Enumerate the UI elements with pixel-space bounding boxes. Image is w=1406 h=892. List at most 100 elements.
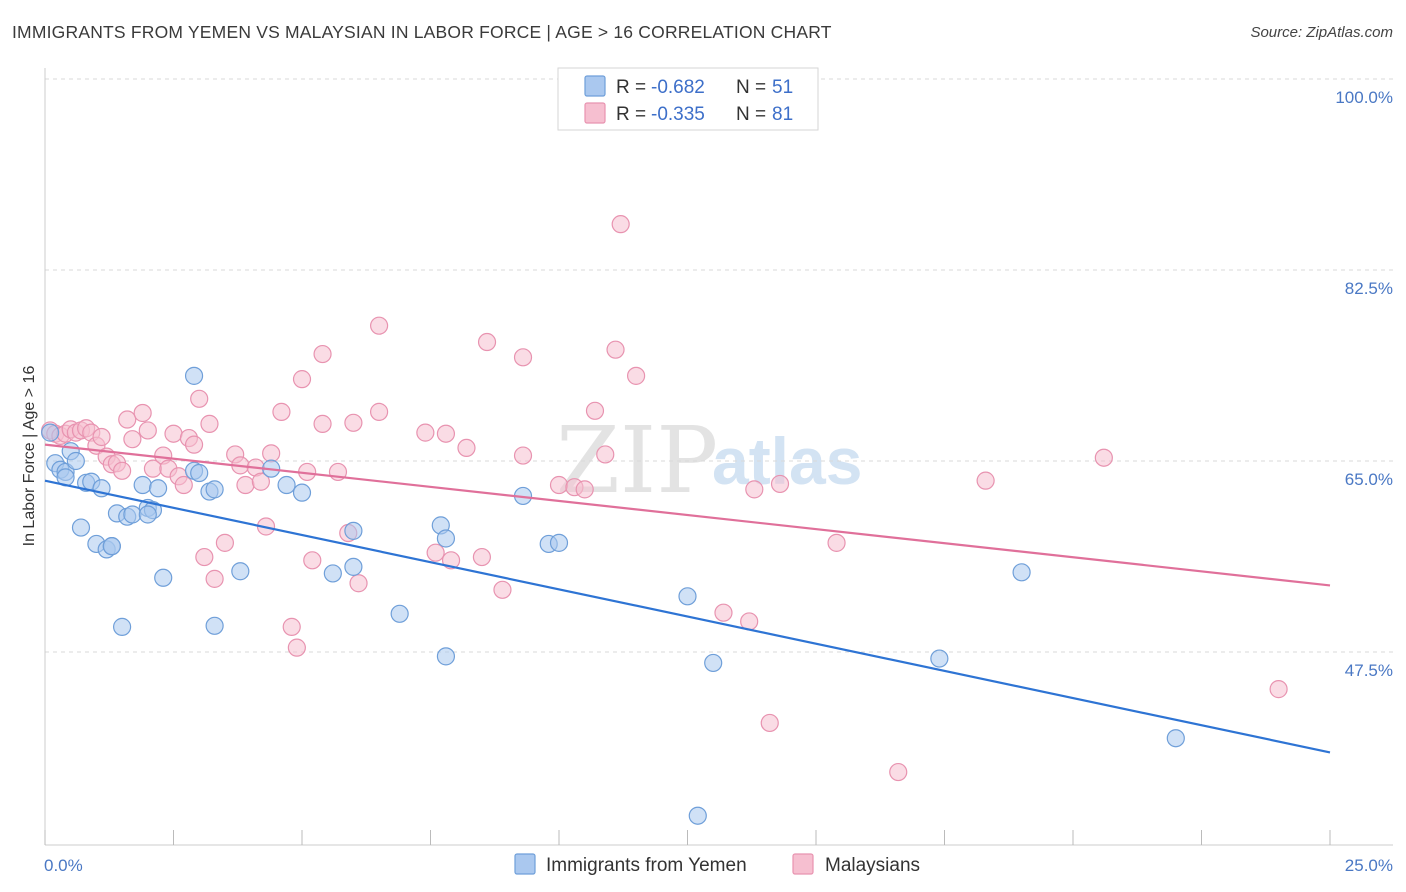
data-point-malaysian	[344, 413, 363, 432]
data-point-malaysian	[585, 401, 605, 420]
data-point-malaysian	[200, 414, 219, 433]
legend-swatch-yemen	[584, 75, 606, 97]
y-tick-label: 47.5%	[1345, 661, 1393, 680]
series-legend-swatch-malaysians	[792, 853, 814, 875]
data-point-yemen	[344, 521, 363, 540]
data-point-malaysian	[174, 475, 193, 495]
data-point-yemen	[205, 480, 224, 499]
data-point-yemen	[231, 562, 250, 581]
trend-line-malaysian	[44, 443, 1331, 587]
data-point-yemen	[436, 529, 456, 548]
data-point-malaysian	[349, 574, 368, 593]
data-point-malaysian	[457, 438, 476, 458]
series-legend: Immigrants from Yemen Malaysians	[514, 853, 920, 876]
data-point-malaysian	[133, 403, 152, 423]
data-point-yemen	[205, 616, 224, 635]
data-point-yemen	[138, 505, 157, 524]
data-point-malaysian	[606, 340, 625, 359]
data-point-malaysian	[123, 430, 142, 449]
data-point-yemen	[930, 649, 949, 668]
data-point-yemen	[154, 568, 173, 587]
data-point-malaysian	[626, 366, 646, 385]
axis-layer	[44, 68, 1393, 846]
chart-title: IMMIGRANTS FROM YEMEN VS MALAYSIAN IN LA…	[12, 22, 832, 42]
data-point-malaysian	[575, 480, 594, 499]
legend-r-label-malaysians: R =	[616, 104, 646, 125]
series-legend-swatch-yemen	[514, 853, 536, 875]
data-point-malaysian	[370, 316, 389, 335]
legend-swatch-malaysians	[584, 102, 606, 124]
data-point-malaysian	[513, 446, 533, 465]
data-point-malaysian	[827, 533, 846, 552]
data-point-malaysian	[112, 461, 132, 480]
data-point-malaysian	[1269, 680, 1288, 699]
data-point-malaysian	[611, 215, 630, 234]
data-point-malaysian	[236, 475, 255, 495]
x-tick-label-max: 25.0%	[1345, 856, 1393, 875]
data-point-malaysian	[889, 762, 908, 782]
chart-source: Source: ZipAtlas.com	[1250, 24, 1393, 41]
data-point-yemen	[678, 587, 697, 606]
data-point-malaysian	[1094, 448, 1113, 467]
trend-layer	[44, 443, 1331, 754]
data-point-yemen	[323, 564, 342, 583]
data-point-malaysian	[190, 389, 209, 408]
data-point-malaysian	[272, 402, 291, 421]
legend-n-value-malaysians: 81	[772, 104, 793, 125]
data-point-yemen	[1166, 729, 1185, 748]
data-point-malaysian	[493, 580, 512, 599]
data-point-yemen	[344, 557, 363, 576]
data-point-malaysian	[549, 475, 569, 495]
y-tick-label: 65.0%	[1345, 470, 1393, 489]
data-point-malaysian	[313, 344, 332, 364]
data-point-yemen	[184, 366, 204, 385]
data-point-malaysian	[472, 547, 491, 567]
series-legend-label-malaysians: Malaysians	[825, 855, 920, 876]
correlation-legend: R = -0.682 N = 51 R = -0.335 N = 81	[557, 67, 819, 131]
data-point-malaysian	[760, 713, 779, 733]
data-point-malaysian	[251, 472, 270, 491]
data-point-malaysian	[195, 547, 214, 567]
x-tick-label-min: 0.0%	[44, 856, 83, 875]
data-point-yemen	[112, 617, 132, 636]
data-point-malaysian	[287, 638, 306, 657]
y-tick-labels: 47.5% 65.0% 82.5% 100.0%	[1335, 88, 1393, 680]
y-axis-label: In Labor Force | Age > 16	[21, 366, 38, 547]
data-point-malaysian	[118, 410, 137, 429]
data-point-malaysian	[282, 617, 301, 636]
data-point-yemen	[436, 647, 456, 666]
legend-r-value-malaysians: -0.335	[651, 104, 705, 125]
legend-r-label-yemen: R =	[616, 77, 646, 98]
trend-line-yemen	[44, 479, 1331, 754]
data-point-malaysian	[714, 603, 733, 622]
legend-n-value-yemen: 51	[772, 77, 793, 98]
legend-n-label-yemen: N =	[736, 77, 766, 98]
data-point-yemen	[133, 475, 152, 495]
data-point-malaysian	[138, 421, 157, 440]
data-point-yemen	[123, 505, 142, 524]
legend-n-label-malaysians: N =	[736, 104, 766, 125]
data-point-yemen	[41, 423, 60, 442]
data-point-malaysian	[477, 332, 497, 352]
data-point-malaysian	[596, 445, 615, 464]
data-point-yemen	[190, 463, 209, 483]
data-point-malaysian	[513, 348, 533, 367]
data-point-yemen	[688, 806, 707, 825]
data-point-yemen	[549, 533, 569, 552]
y-tick-label: 82.5%	[1345, 279, 1393, 298]
data-point-malaysian	[436, 424, 456, 443]
data-point-malaysian	[770, 474, 790, 494]
data-point-yemen	[148, 479, 168, 498]
data-point-yemen	[390, 604, 409, 623]
data-point-yemen	[292, 483, 312, 502]
y-tick-label: 100.0%	[1335, 88, 1393, 107]
data-point-malaysian	[745, 480, 764, 499]
data-point-malaysian	[92, 427, 111, 447]
data-point-malaysian	[215, 533, 234, 552]
series-legend-label-yemen: Immigrants from Yemen	[546, 855, 747, 876]
data-point-malaysian	[426, 543, 445, 562]
data-point-yemen	[704, 653, 723, 673]
data-point-malaysian	[184, 435, 204, 454]
points-layer	[41, 215, 1288, 825]
data-point-malaysian	[303, 551, 322, 570]
